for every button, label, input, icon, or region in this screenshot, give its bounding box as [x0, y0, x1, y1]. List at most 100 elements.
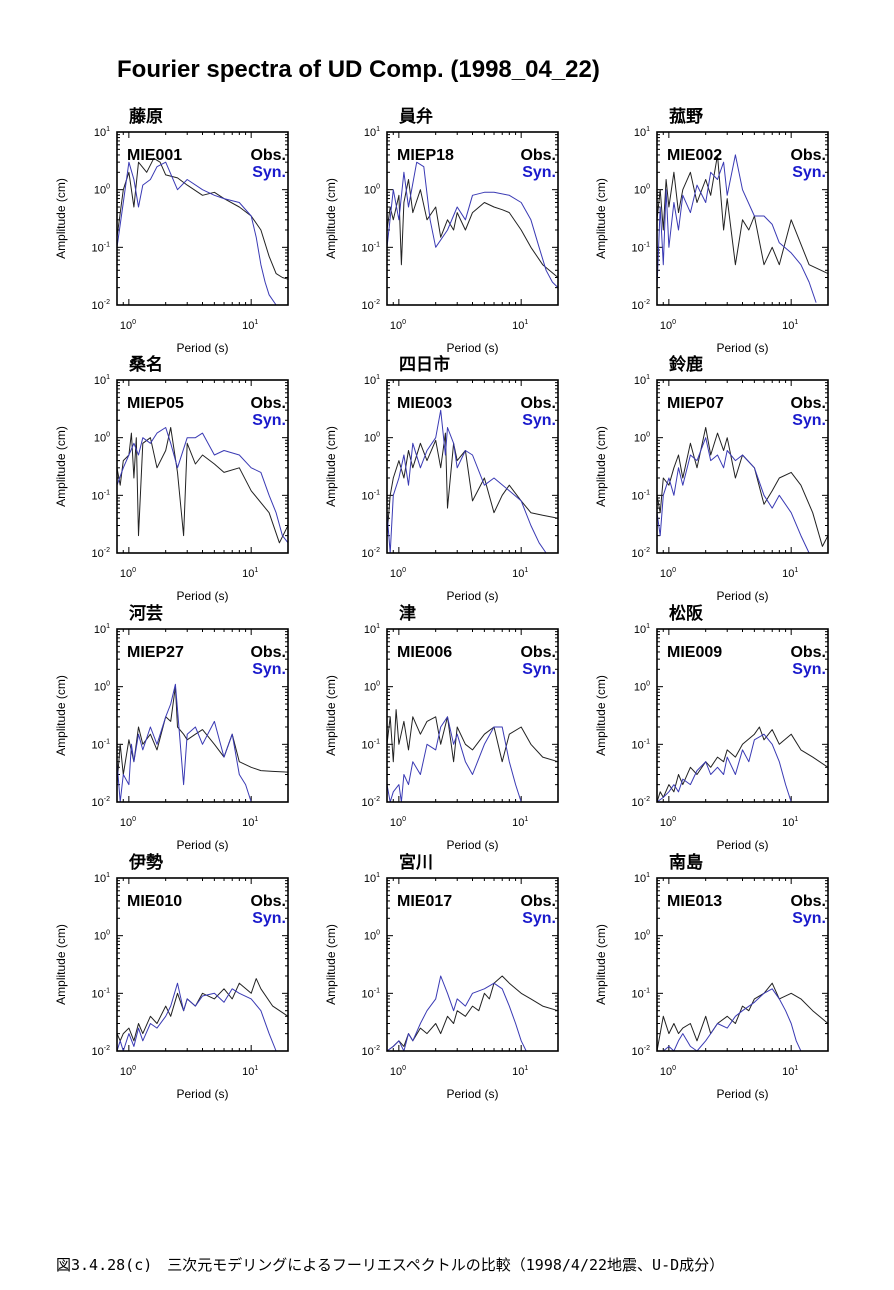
y-tick-label: 10-1: [362, 489, 381, 502]
spectrum-panel-mie001: 藤原 101 100 10-1 10-2 100 101 Period (s) Amplitud…: [54, 107, 289, 355]
syn-series-line: [116, 427, 289, 544]
y-axis-label: Amplitude (cm): [594, 675, 608, 756]
y-tick-label: 10-2: [632, 1045, 651, 1058]
y-tick-label: 10-2: [362, 299, 381, 312]
legend-obs: Obs.: [790, 147, 826, 164]
y-tick-label: 100: [364, 681, 380, 694]
y-tick-label: 10-1: [362, 241, 381, 254]
y-tick-label: 101: [634, 374, 650, 387]
spectrum-panel-mie003: 四日市 101 100 10-1 10-2 100 101 Period (s) Amplitu…: [324, 354, 559, 603]
station-code: MIEP27: [127, 644, 184, 661]
site-name: 河芸: [129, 603, 163, 623]
y-tick-label: 10-1: [362, 738, 381, 751]
x-tick-label: 101: [242, 567, 258, 580]
y-tick-label: 101: [94, 126, 110, 139]
spectrum-panel-mie002: 菰野 101 100 10-1 10-2 100 101 Period (s) Amplitud…: [594, 107, 829, 355]
x-tick-label: 100: [660, 1065, 676, 1078]
syn-series-line: [116, 161, 277, 306]
syn-series-line: [116, 683, 252, 803]
plot-frame: [116, 379, 289, 554]
plot-frame: [386, 877, 559, 1052]
y-axis-label: Amplitude (cm): [54, 924, 68, 1005]
obs-series-line: [656, 427, 829, 547]
y-tick-label: 10-1: [362, 987, 381, 1000]
y-tick-label: 100: [94, 681, 110, 694]
x-axis-label: Period (s): [176, 1087, 228, 1101]
y-tick-label: 100: [94, 432, 110, 445]
y-tick-label: 10-2: [362, 1045, 381, 1058]
y-tick-label: 10-1: [632, 738, 651, 751]
x-tick-label: 101: [242, 816, 258, 829]
y-axis-label: Amplitude (cm): [324, 426, 338, 507]
site-name: 伊勢: [128, 852, 163, 872]
y-tick-label: 101: [364, 126, 380, 139]
legend-syn: Syn.: [522, 412, 556, 429]
legend-syn: Syn.: [522, 910, 556, 927]
syn-series-line: [657, 988, 802, 1052]
x-tick-label: 101: [512, 319, 528, 332]
x-tick-label: 101: [512, 816, 528, 829]
y-axis-label: Amplitude (cm): [324, 675, 338, 756]
x-tick-label: 101: [512, 1065, 528, 1078]
spectrum-panel-mie009: 松阪 101 100 10-1 10-2 100 101 Period (s) Amplitud…: [594, 603, 829, 852]
x-tick-label: 100: [390, 816, 406, 829]
station-code: MIEP05: [127, 395, 184, 412]
y-tick-label: 100: [364, 184, 380, 197]
obs-series-line: [656, 726, 829, 803]
obs-series-line: [656, 154, 829, 275]
x-axis-label: Period (s): [176, 838, 228, 852]
plot-frame: [386, 379, 559, 554]
legend-obs: Obs.: [520, 395, 556, 412]
x-tick-label: 100: [660, 816, 676, 829]
spectrum-panel-miep05: 桑名 101 100 10-1 10-2 100 101 Period (s) Amplitud…: [54, 354, 289, 603]
y-tick-label: 10-1: [92, 987, 111, 1000]
obs-series-line: [386, 179, 559, 278]
site-name: 員弁: [398, 106, 433, 126]
y-axis-label: Amplitude (cm): [54, 675, 68, 756]
syn-series-line: [386, 716, 522, 803]
legend-syn: Syn.: [522, 661, 556, 678]
obs-series-line: [116, 157, 289, 280]
site-name: 藤原: [129, 107, 163, 126]
y-axis-label: Amplitude (cm): [594, 924, 608, 1005]
y-tick-label: 100: [634, 432, 650, 445]
legend-syn: Syn.: [252, 412, 286, 429]
obs-series-line: [116, 978, 289, 1042]
site-name: 松阪: [669, 603, 703, 623]
site-name: 鈴鹿: [669, 354, 703, 374]
legend-syn: Syn.: [252, 910, 286, 927]
y-tick-label: 101: [634, 872, 650, 885]
x-axis-label: Period (s): [446, 341, 498, 355]
x-axis-label: Period (s): [716, 589, 768, 603]
x-axis-label: Period (s): [446, 1087, 498, 1101]
plot-frame: [116, 131, 289, 306]
y-tick-label: 100: [94, 184, 110, 197]
spectrum-panel-mie013: 南島 101 100 10-1 10-2 100 101 Period (s) Amplitud…: [594, 852, 829, 1101]
x-tick-label: 100: [120, 567, 136, 580]
x-tick-label: 101: [242, 1065, 258, 1078]
spectrum-panel-miep07: 鈴鹿 101 100 10-1 10-2 100 101 Period (s) Amplitud…: [594, 354, 829, 603]
y-tick-label: 10-2: [92, 547, 111, 560]
legend-syn: Syn.: [252, 661, 286, 678]
y-tick-label: 101: [364, 374, 380, 387]
plot-frame: [386, 628, 559, 803]
y-tick-label: 100: [634, 930, 650, 943]
plot-frame: [656, 628, 829, 803]
x-axis-label: Period (s): [716, 341, 768, 355]
legend-obs: Obs.: [250, 147, 286, 164]
y-tick-label: 100: [634, 184, 650, 197]
y-tick-label: 101: [94, 872, 110, 885]
syn-series-line: [656, 733, 792, 803]
syn-series-line: [116, 982, 277, 1052]
site-name: 四日市: [399, 354, 450, 374]
y-tick-label: 101: [94, 374, 110, 387]
x-tick-label: 100: [390, 319, 406, 332]
station-code: MIE017: [397, 893, 452, 910]
y-axis-label: Amplitude (cm): [594, 178, 608, 259]
y-tick-label: 101: [364, 623, 380, 636]
obs-series-line: [656, 982, 829, 1052]
x-tick-label: 100: [120, 1065, 136, 1078]
station-code: MIE002: [667, 147, 722, 164]
site-name: 桑名: [129, 354, 163, 374]
